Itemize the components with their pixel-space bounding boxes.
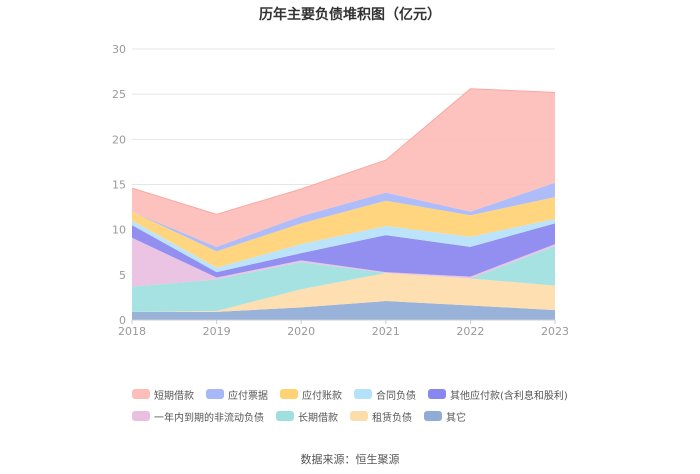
legend-label: 应付账款 <box>302 390 342 402</box>
legend-item[interactable]: 其它 <box>424 408 466 424</box>
legend-swatch <box>350 411 368 421</box>
legend-label: 一年内到期的非流动负债 <box>154 412 264 424</box>
legend-swatch <box>132 411 150 421</box>
x-tick-label: 2023 <box>541 325 569 338</box>
y-tick-label: 30 <box>112 43 126 56</box>
legend-swatch <box>424 411 442 421</box>
y-tick-label: 10 <box>112 224 126 237</box>
legend-label: 长期借款 <box>298 412 338 424</box>
area-series <box>132 223 555 278</box>
y-tick-label: 5 <box>119 269 126 282</box>
area-series <box>132 301 555 320</box>
legend-swatch <box>280 389 298 399</box>
legend-item[interactable]: 应付账款 <box>280 386 342 402</box>
legend-item[interactable]: 租赁负债 <box>350 408 412 424</box>
y-tick-label: 20 <box>112 133 126 146</box>
x-tick-label: 2020 <box>287 325 315 338</box>
legend-label: 应付票据 <box>228 390 268 402</box>
legend-item[interactable]: 短期借款 <box>132 386 194 402</box>
legend-item[interactable]: 一年内到期的非流动负债 <box>132 408 264 424</box>
x-tick-label: 2021 <box>372 325 400 338</box>
x-tick-label: 2022 <box>456 325 484 338</box>
legend-swatch <box>428 389 446 399</box>
stacked-area-chart: 0 5 10 15 20 25 30 2018 2019 2020 2021 2022 2023 <box>112 43 569 338</box>
area-series <box>132 273 555 312</box>
legend-item[interactable]: 合同负债 <box>354 386 416 402</box>
legend-label: 其它 <box>446 412 466 424</box>
area-series <box>132 197 555 268</box>
legend-swatch <box>354 389 372 399</box>
legend-item[interactable]: 应付票据 <box>206 386 268 402</box>
total-outline <box>131 88 556 215</box>
area-series <box>132 237 555 287</box>
legend-item[interactable]: 长期借款 <box>276 408 338 424</box>
y-tick-label: 0 <box>119 314 126 327</box>
y-tick-label: 15 <box>112 179 126 192</box>
x-tick-label: 2019 <box>203 325 231 338</box>
legend-swatch <box>206 389 224 399</box>
legend-label: 租赁负债 <box>372 412 412 424</box>
y-tick-label: 25 <box>112 88 126 101</box>
legend-label: 短期借款 <box>154 390 194 402</box>
data-source-note: 数据来源：恒生聚源 <box>300 453 400 466</box>
chart-title: 历年主要负债堆积图（亿元） <box>259 7 441 23</box>
legend-swatch <box>276 411 294 421</box>
legend-swatch <box>132 389 150 399</box>
chart-legend: 短期借款 应付票据 应付账款 合同负债 其他应付款(含利息和股利) 一年内到期的非流动负债… <box>132 386 582 424</box>
legend-label: 其他应付款(含利息和股利) <box>450 390 568 402</box>
area-series <box>132 245 555 312</box>
area-series <box>132 218 555 273</box>
area-series <box>132 88 555 247</box>
x-tick-label: 2018 <box>118 325 146 338</box>
legend-item[interactable]: 其他应付款(含利息和股利) <box>428 386 568 402</box>
legend-label: 合同负债 <box>376 390 416 402</box>
